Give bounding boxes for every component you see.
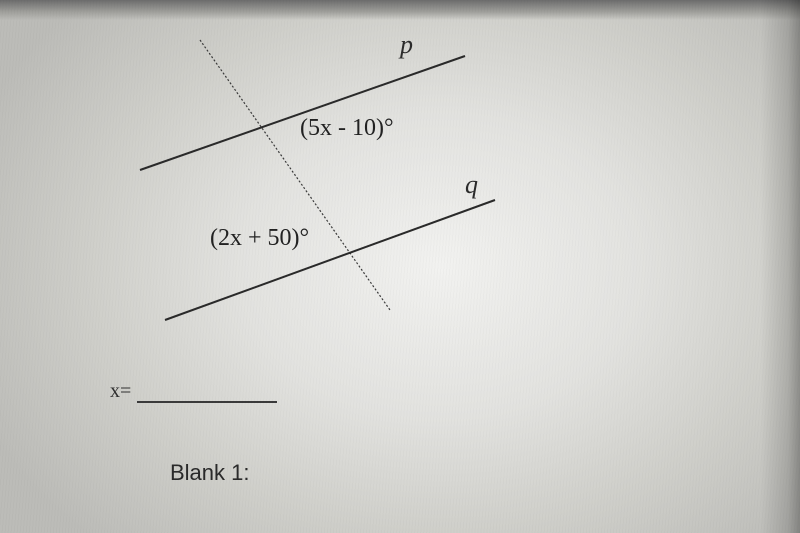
blank-1-label: Blank 1: [170,460,250,486]
line-p [140,56,465,170]
answer-row: x= [110,380,277,403]
diagram-stage: p q (5x - 10)° (2x + 50)° x= Blank 1: [0,0,800,533]
label-line-p: p [400,30,413,60]
angle-label-upper: (5x - 10)° [300,115,394,142]
answer-blank-input[interactable] [137,381,277,403]
angle-label-lower: (2x + 50)° [210,225,309,252]
line-q [165,200,495,320]
label-line-q: q [465,170,478,200]
diagram-svg [0,0,800,533]
x-equals-label: x= [110,380,131,403]
line-transversal [200,40,390,310]
